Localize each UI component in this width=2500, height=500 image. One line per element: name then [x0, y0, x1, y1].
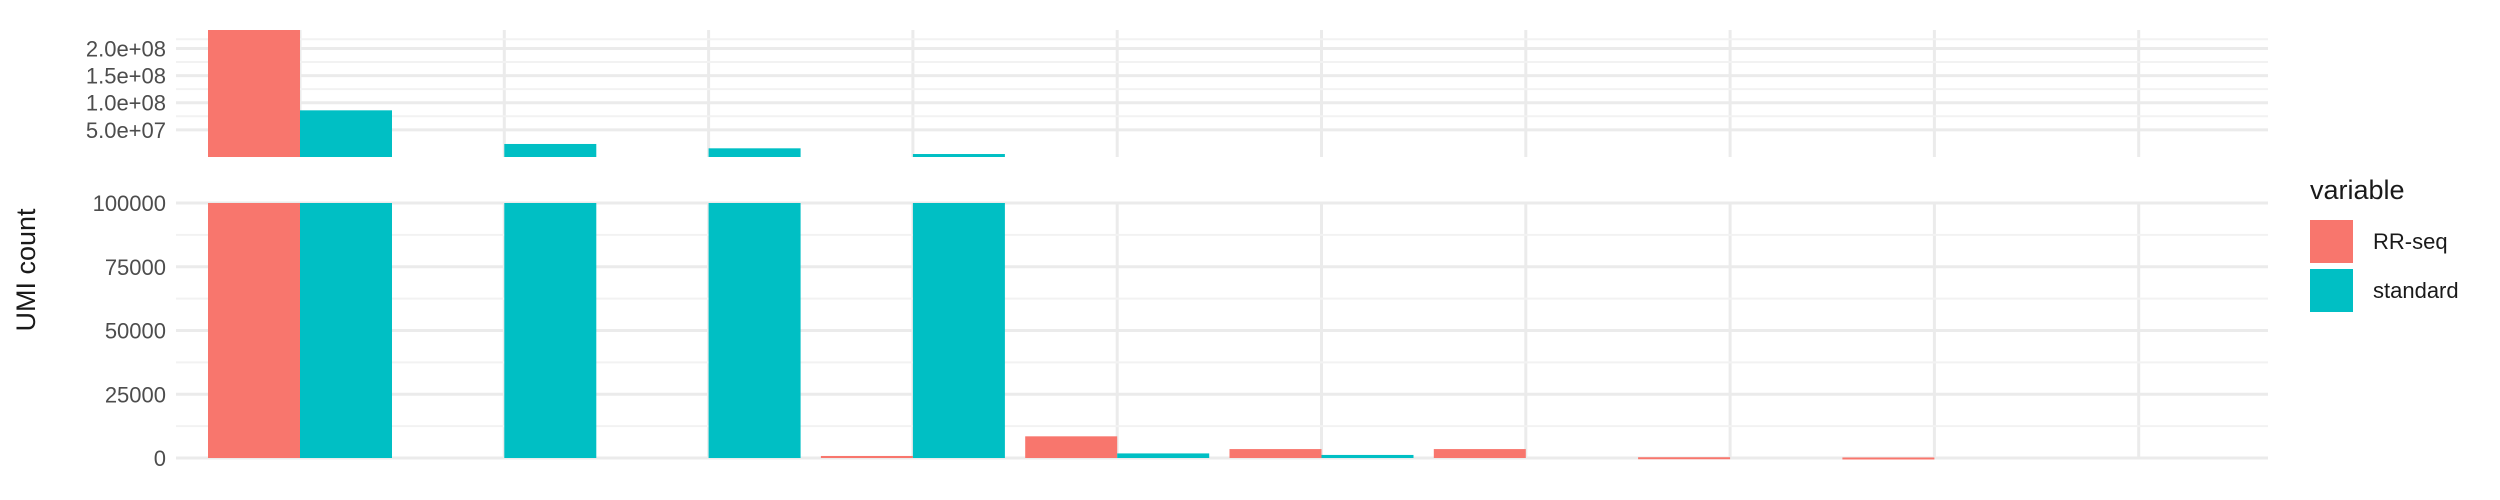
- bar-rr-seq: [1842, 457, 1935, 460]
- legend-key-standard: [2310, 269, 2353, 312]
- bar-standard: [1117, 453, 1210, 458]
- legend-title: variable: [2310, 175, 2405, 205]
- bar-standard: [504, 143, 597, 157]
- bar-standard: [504, 203, 597, 458]
- legend: variable RR-seq standard: [2310, 175, 2459, 312]
- y-tick-label: 100000: [93, 191, 166, 216]
- legend-label-standard: standard: [2373, 278, 2459, 303]
- y-axis-title: UMI count: [11, 208, 41, 332]
- bar-standard: [300, 110, 392, 157]
- y-tick-label: 25000: [105, 382, 166, 407]
- bar-standard: [708, 148, 801, 157]
- bar-standard: [300, 203, 392, 458]
- bar-rr-seq: [1638, 457, 1731, 460]
- y-tick-label: 50000: [105, 319, 166, 344]
- bar-rr-seq: [1025, 436, 1118, 458]
- grid-layer: [176, 30, 2268, 460]
- bar-standard: [912, 154, 1005, 157]
- y-tick-label: 75000: [105, 255, 166, 280]
- y-tick-label: 5.0e+07: [86, 118, 166, 143]
- bar-rr-seq: [820, 455, 913, 458]
- bar-standard: [912, 203, 1005, 458]
- bars-layer: [208, 30, 1935, 460]
- bar-rr-seq: [208, 30, 300, 157]
- legend-key-rr-seq: [2310, 220, 2353, 263]
- bar-rr-seq: [1433, 449, 1526, 458]
- bar-standard: [708, 203, 801, 458]
- y-tick-labels: 5.0e+071.0e+081.5e+08 2.0e+08 0 25000 50000 7…: [86, 36, 166, 471]
- y-tick-label: 1.0e+08: [86, 91, 166, 116]
- bar-rr-seq: [1229, 449, 1322, 458]
- legend-label-rr-seq: RR-seq: [2373, 229, 2448, 254]
- y-tick-label: 2.0e+08: [86, 36, 166, 61]
- legend-items: RR-seq standard: [2310, 220, 2459, 312]
- bar-standard: [1321, 454, 1414, 458]
- bar-rr-seq: [208, 203, 300, 458]
- y-tick-label: 0: [154, 446, 166, 471]
- y-tick-label: 1.5e+08: [86, 64, 166, 89]
